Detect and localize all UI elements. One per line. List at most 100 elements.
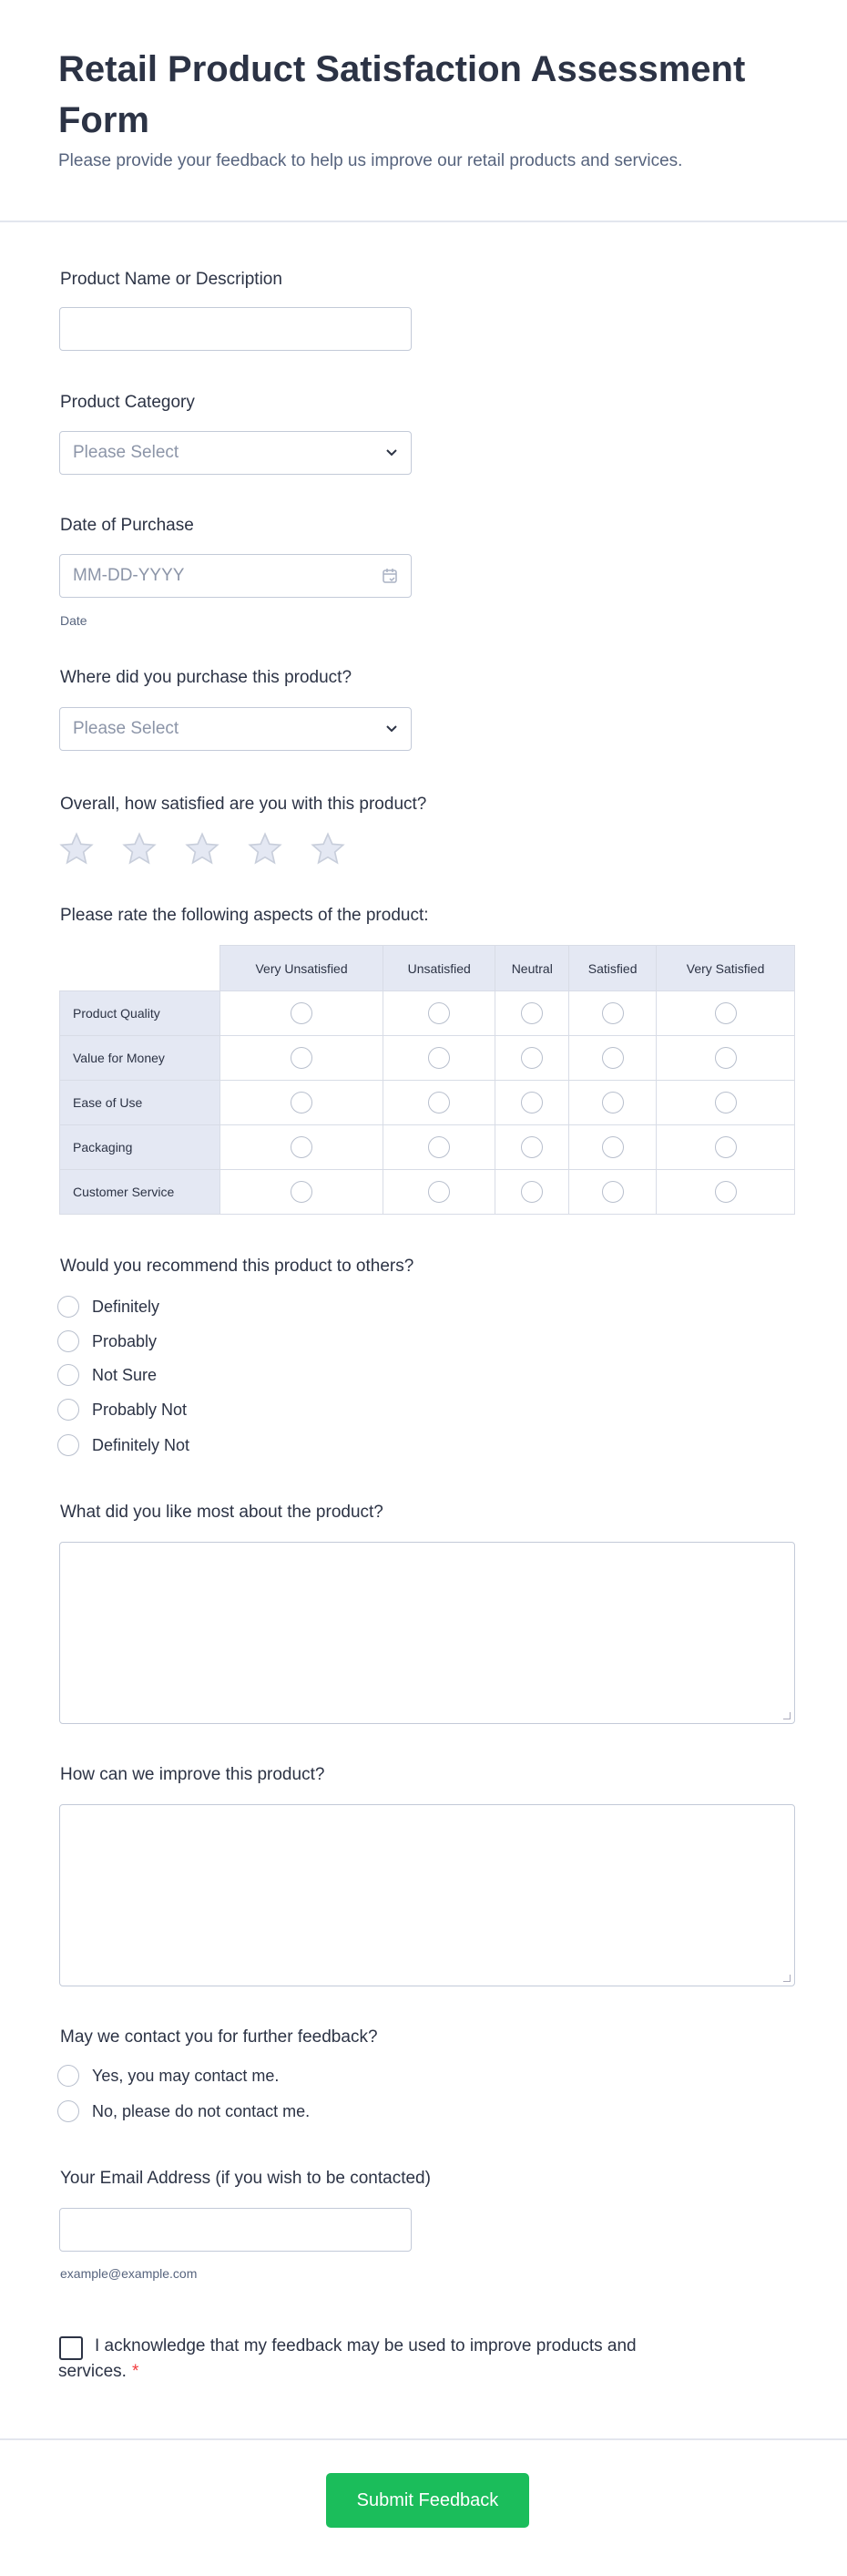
contact-option[interactable]: No, please do not contact me.	[57, 2100, 310, 2122]
matrix-radio[interactable]	[601, 1181, 624, 1203]
chevron-down-icon	[386, 725, 397, 733]
matrix-cell	[656, 1080, 795, 1125]
matrix-radio[interactable]	[714, 1181, 737, 1203]
matrix-radio[interactable]	[714, 1047, 737, 1069]
matrix-cell	[495, 1080, 570, 1125]
improve-textarea[interactable]	[59, 1804, 795, 1986]
matrix-cell	[656, 1035, 795, 1081]
resize-handle-icon[interactable]	[783, 1975, 791, 1982]
star-icon[interactable]	[310, 831, 346, 867]
matrix-row-label: Product Quality	[59, 990, 220, 1036]
matrix-radio[interactable]	[428, 1047, 451, 1069]
recommend-option[interactable]: Not Sure	[57, 1364, 157, 1386]
acknowledge-checkbox[interactable]	[59, 2336, 83, 2360]
radio-button[interactable]	[57, 2100, 79, 2122]
product-category-select[interactable]: Please Select	[59, 431, 412, 475]
matrix-radio[interactable]	[428, 1136, 451, 1158]
star-icon[interactable]	[184, 831, 220, 867]
chevron-down-icon	[386, 449, 397, 457]
rating-matrix: Very Unsatisfied Unsatisfied Neutral Satisf…	[59, 945, 795, 1215]
overall-satisfaction-label: Overall, how satisfied are you with this…	[60, 795, 427, 814]
matrix-cell	[383, 1035, 496, 1081]
recommend-option[interactable]: Definitely	[57, 1296, 159, 1318]
matrix-cell	[568, 1169, 658, 1215]
recommend-label: Would you recommend this product to othe…	[60, 1257, 414, 1276]
matrix-cell	[383, 1124, 496, 1170]
purchase-placeholder: Please Select	[73, 719, 179, 738]
matrix-cell	[383, 990, 496, 1036]
option-label: Not Sure	[92, 1365, 158, 1384]
matrix-radio[interactable]	[714, 1092, 737, 1114]
matrix-radio[interactable]	[428, 1002, 451, 1024]
star-icon[interactable]	[58, 831, 95, 867]
matrix-cell	[495, 1124, 570, 1170]
radio-button[interactable]	[57, 1434, 79, 1456]
resize-handle-icon[interactable]	[783, 1712, 791, 1719]
calendar-icon[interactable]	[382, 568, 398, 584]
matrix-radio[interactable]	[428, 1181, 451, 1203]
purchase-location-label: Where did you purchase this product?	[60, 668, 352, 687]
star-rating[interactable]	[58, 831, 346, 867]
matrix-radio[interactable]	[521, 1092, 544, 1114]
star-icon[interactable]	[121, 831, 158, 867]
liked-textarea[interactable]	[59, 1542, 795, 1724]
recommend-option[interactable]: Probably Not	[57, 1399, 187, 1421]
matrix-cell	[383, 1169, 496, 1215]
matrix-radio[interactable]	[521, 1181, 544, 1203]
radio-button[interactable]	[57, 1399, 79, 1421]
matrix-row-label: Customer Service	[59, 1169, 220, 1215]
option-label: Probably	[92, 1331, 158, 1350]
matrix-radio[interactable]	[291, 1002, 313, 1024]
product-name-input[interactable]	[59, 307, 412, 351]
matrix-radio[interactable]	[428, 1092, 451, 1114]
radio-button[interactable]	[57, 1296, 79, 1318]
matrix-radio[interactable]	[291, 1092, 313, 1114]
matrix-radio[interactable]	[291, 1181, 313, 1203]
purchase-location-select[interactable]: Please Select	[59, 707, 412, 751]
radio-button[interactable]	[57, 1364, 79, 1386]
matrix-radio[interactable]	[521, 1002, 544, 1024]
matrix-cell	[495, 1169, 570, 1215]
matrix-column-header: Neutral	[495, 945, 570, 991]
product-category-label: Product Category	[60, 393, 195, 412]
radio-button[interactable]	[57, 2065, 79, 2087]
matrix-radio[interactable]	[521, 1047, 544, 1069]
star-icon[interactable]	[247, 831, 283, 867]
form-title: Retail Product Satisfaction Assessment F…	[58, 49, 746, 140]
matrix-column-header: Unsatisfied	[383, 945, 496, 991]
matrix-cell	[568, 1035, 658, 1081]
matrix-radio[interactable]	[714, 1002, 737, 1024]
matrix-cell	[219, 1080, 384, 1125]
matrix-radio[interactable]	[714, 1136, 737, 1158]
recommend-option[interactable]: Probably	[57, 1330, 157, 1352]
footer-divider	[0, 2438, 847, 2440]
matrix-column-header: Very Satisfied	[656, 945, 795, 991]
matrix-radio[interactable]	[601, 1002, 624, 1024]
matrix-radio[interactable]	[601, 1092, 624, 1114]
submit-feedback-button[interactable]: Submit Feedback	[326, 2473, 529, 2528]
matrix-radio[interactable]	[601, 1136, 624, 1158]
matrix-cell	[656, 990, 795, 1036]
matrix-radio[interactable]	[521, 1136, 544, 1158]
matrix-row: Ease of Use	[59, 1080, 795, 1125]
matrix-radio[interactable]	[291, 1136, 313, 1158]
date-input[interactable]: MM-DD-YYYY	[59, 554, 412, 598]
liked-label: What did you like most about the product…	[60, 1503, 383, 1522]
matrix-radio[interactable]	[601, 1047, 624, 1069]
matrix-cell	[219, 1169, 384, 1215]
email-sublabel: example@example.com	[60, 2266, 198, 2281]
acknowledge-text: I acknowledge that my feedback may be us…	[58, 2334, 714, 2385]
matrix-cell	[219, 1124, 384, 1170]
matrix-cell	[219, 1035, 384, 1081]
matrix-radio[interactable]	[291, 1047, 313, 1069]
recommend-option[interactable]: Definitely Not	[57, 1434, 189, 1456]
matrix-row-label: Value for Money	[59, 1035, 220, 1081]
option-label: Probably Not	[92, 1400, 188, 1419]
form-subtitle: Please provide your feedback to help us …	[58, 151, 683, 170]
matrix-cell	[495, 1035, 570, 1081]
contact-option[interactable]: Yes, you may contact me.	[57, 2065, 279, 2087]
matrix-corner	[59, 945, 220, 991]
email-input[interactable]	[59, 2208, 412, 2252]
radio-button[interactable]	[57, 1330, 79, 1352]
matrix-cell	[495, 990, 570, 1036]
